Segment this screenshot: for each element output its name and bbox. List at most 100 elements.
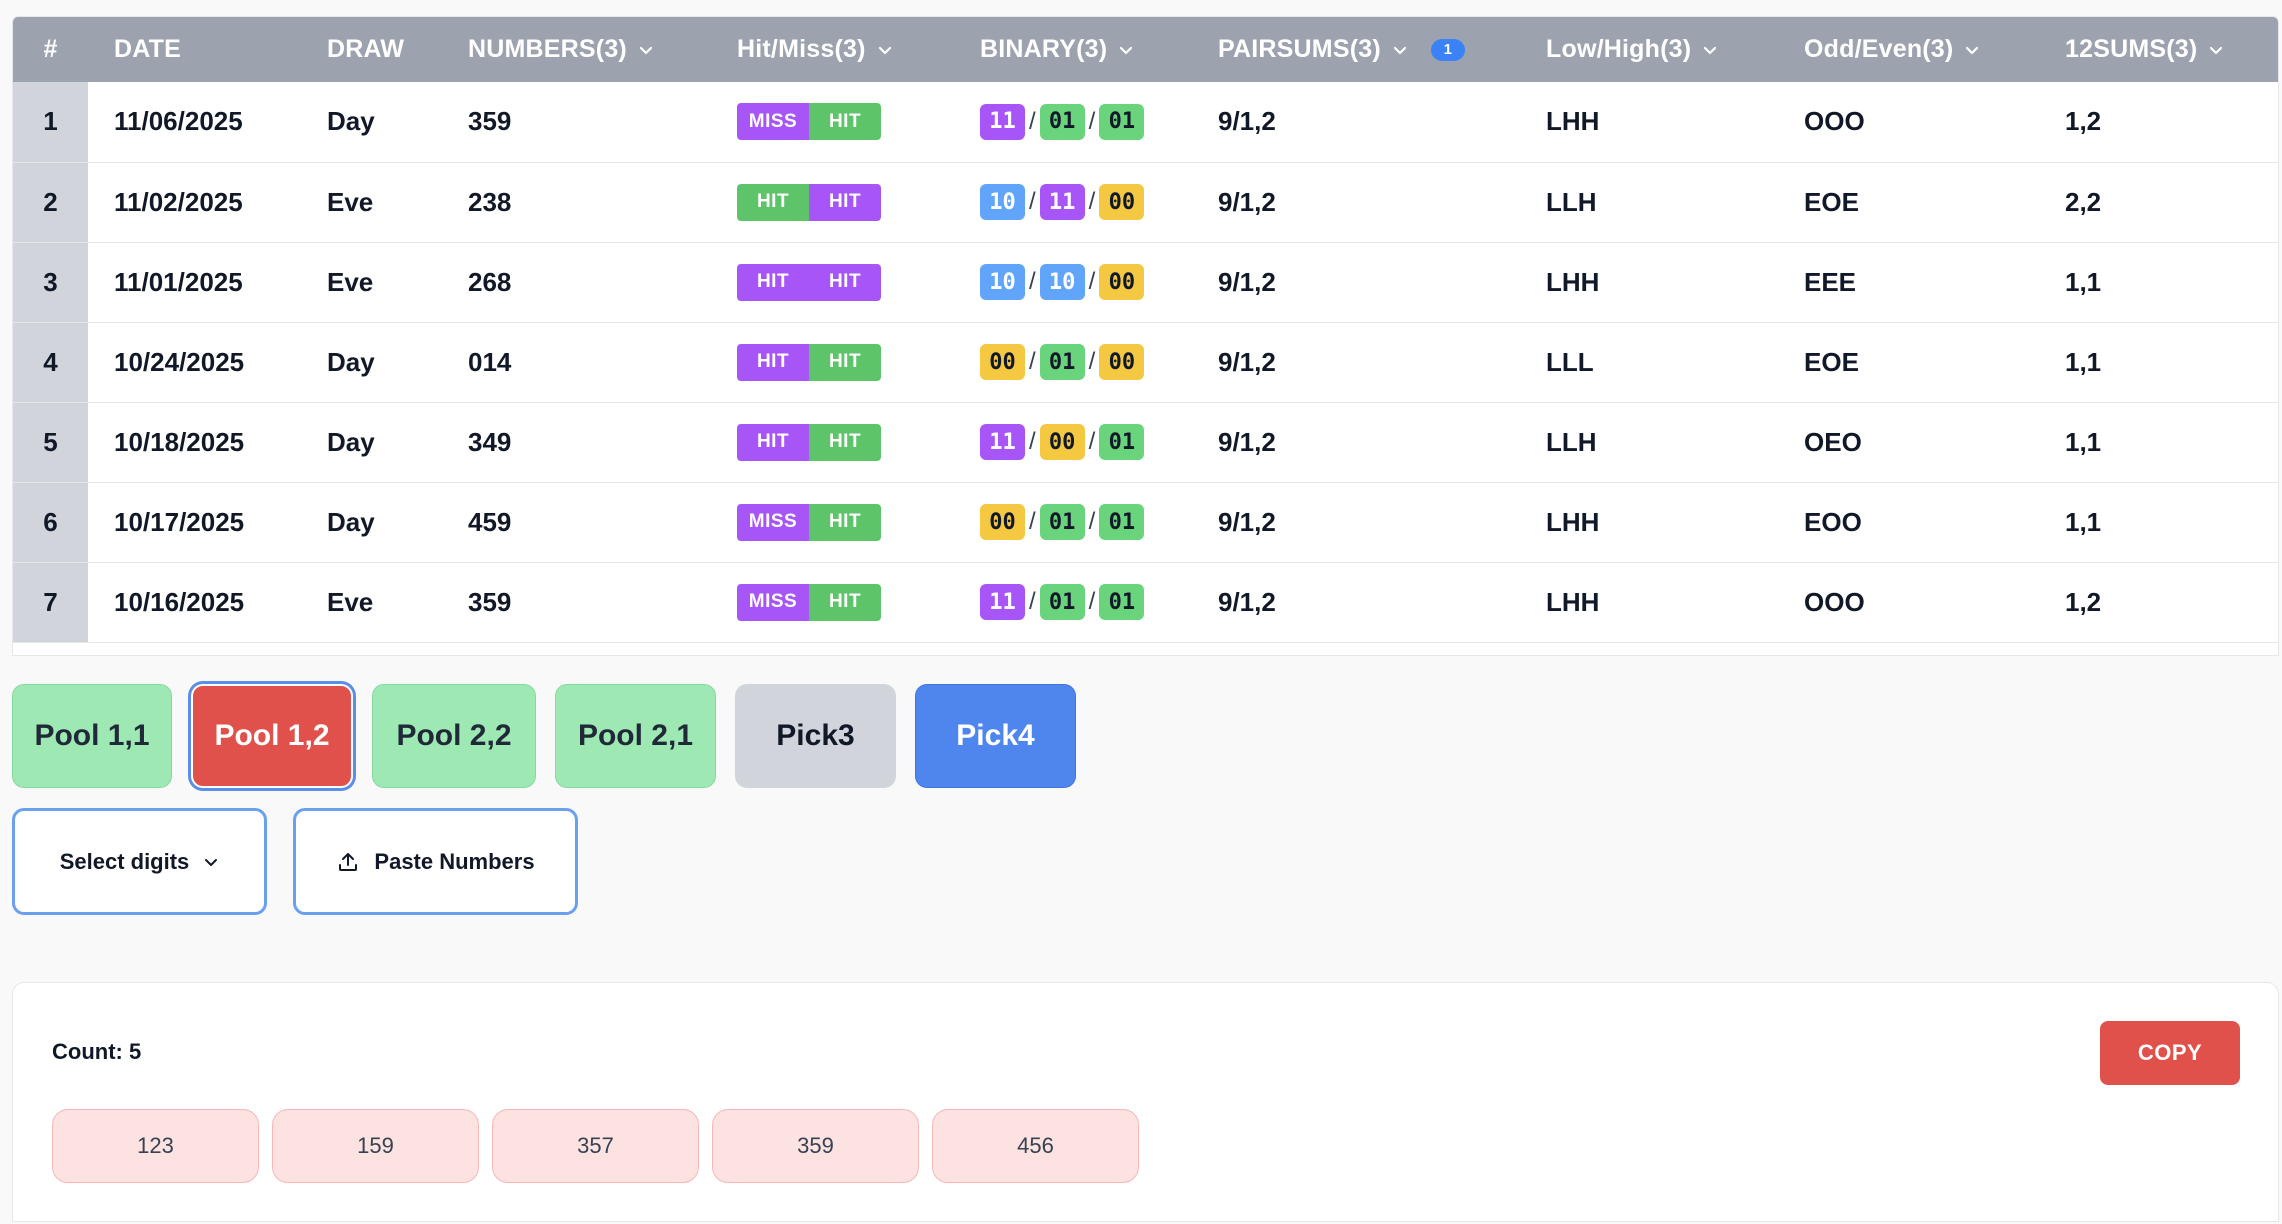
row-index: 1 <box>13 82 88 162</box>
header-binary[interactable]: BINARY(3) <box>954 17 1192 82</box>
table-body: 1 11/06/2025 Day 359 MISS HIT 11/01/01 9/1,2 LHH… <box>13 82 2278 642</box>
pool-1-1-button[interactable]: Pool 1,1 <box>12 684 172 788</box>
select-digits-dropdown[interactable]: Select digits <box>12 808 267 915</box>
binary-separator: / <box>1088 188 1096 215</box>
chevron-down-icon[interactable] <box>1393 43 1407 57</box>
copy-button[interactable]: COPY <box>2100 1021 2240 1085</box>
row-pairsums: 9/1,2 <box>1218 586 1276 617</box>
header-12sums[interactable]: 12SUMS(3) <box>2039 17 2278 82</box>
header-oddeven[interactable]: Odd/Even(3) <box>1778 17 2039 82</box>
header-pairsums[interactable]: PAIRSUMS(3) 1 <box>1192 17 1520 82</box>
hitmiss-pill: HIT HIT <box>737 183 881 221</box>
binary-chip: 11 <box>980 103 1025 140</box>
hitmiss-pill: MISS HIT <box>737 103 881 141</box>
hitmiss-left: MISS <box>737 503 809 541</box>
hitmiss-pill: MISS HIT <box>737 503 881 541</box>
row-draw: Eve <box>327 266 374 297</box>
binary-chip: 00 <box>1099 344 1145 380</box>
binary-chip: 01 <box>1099 504 1145 540</box>
header-hitmiss[interactable]: Hit/Miss(3) <box>711 17 954 82</box>
header-index: # <box>43 35 58 63</box>
header-draw: DRAW <box>327 35 405 63</box>
row-12sums: 1,1 <box>2065 346 2102 377</box>
binary-group: 11/01/01 <box>980 103 1145 140</box>
row-lowhigh: LLH <box>1546 426 1597 457</box>
chevron-down-icon[interactable] <box>2209 43 2223 57</box>
binary-chip: 00 <box>980 504 1025 540</box>
hitmiss-left: HIT <box>737 183 809 221</box>
row-binary: 00/01/01 <box>954 482 1192 562</box>
hitmiss-right: HIT <box>809 343 881 381</box>
chevron-down-icon[interactable] <box>1965 43 1979 57</box>
pool-1-2-button[interactable]: Pool 1,2 <box>191 684 353 788</box>
header-numbers-label: NUMBERS(3) <box>468 35 627 63</box>
row-lowhigh: LLH <box>1546 186 1597 217</box>
row-date: 11/06/2025 <box>114 106 243 137</box>
row-12sums: 1,1 <box>2065 266 2102 297</box>
filter-count-badge: 1 <box>1430 38 1465 61</box>
binary-chip: 01 <box>1039 344 1085 380</box>
row-oddeven: EOE <box>1804 346 1859 377</box>
row-lowhigh: LLL <box>1546 346 1594 377</box>
row-index: 2 <box>13 162 88 242</box>
hitmiss-pill: HIT HIT <box>737 343 881 381</box>
row-oddeven: EOE <box>1804 186 1859 217</box>
row-hitmiss: HIT HIT <box>711 162 954 242</box>
hitmiss-left: MISS <box>737 583 809 621</box>
row-12sums: 1,2 <box>2065 586 2102 617</box>
row-binary: 11/01/01 <box>954 562 1192 642</box>
result-number-pill[interactable]: 159 <box>272 1109 479 1183</box>
header-hitmiss-label: Hit/Miss(3) <box>737 35 866 63</box>
pool-2-2-button[interactable]: Pool 2,2 <box>372 684 536 788</box>
row-oddeven: OOO <box>1804 586 1865 617</box>
row-lowhigh: LHH <box>1546 506 1600 537</box>
row-12sums: 2,2 <box>2065 186 2102 217</box>
hitmiss-right: HIT <box>809 103 881 141</box>
hitmiss-right: HIT <box>809 183 881 221</box>
header-binary-label: BINARY(3) <box>980 35 1108 63</box>
header-lowhigh[interactable]: Low/High(3) <box>1520 17 1778 82</box>
table-row: 4 10/24/2025 Day 014 HIT HIT 00/01/00 9/1,2 LLL E… <box>13 322 2278 402</box>
header-numbers[interactable]: NUMBERS(3) <box>442 17 711 82</box>
chevron-down-icon[interactable] <box>1119 43 1133 57</box>
result-count: Count: 5 <box>52 1039 142 1064</box>
table-row: 5 10/18/2025 Day 349 HIT HIT 11/00/01 9/1,2 LLH O… <box>13 402 2278 482</box>
binary-group: 00/01/00 <box>980 344 1145 380</box>
hitmiss-left: MISS <box>737 103 809 141</box>
table-row: 6 10/17/2025 Day 459 MISS HIT 00/01/01 9/1,2 LHH… <box>13 482 2278 562</box>
paste-numbers-label: Paste Numbers <box>374 848 535 874</box>
pool-2-1-button[interactable]: Pool 2,1 <box>555 684 716 788</box>
table-row: 3 11/01/2025 Eve 268 HIT HIT 10/10/00 9/1,2 LHH E… <box>13 242 2278 322</box>
result-number-pill[interactable]: 359 <box>712 1109 919 1183</box>
row-draw: Day <box>327 106 375 137</box>
binary-chip: 11 <box>1039 184 1085 220</box>
hitmiss-right: HIT <box>809 503 881 541</box>
chevron-down-icon[interactable] <box>878 43 892 57</box>
binary-chip: 01 <box>1099 424 1145 460</box>
row-index: 4 <box>13 322 88 402</box>
chevron-down-icon[interactable] <box>1703 43 1717 57</box>
pick4-button[interactable]: Pick4 <box>915 684 1076 788</box>
result-number-pill[interactable]: 357 <box>492 1109 699 1183</box>
chevron-down-icon[interactable] <box>639 43 653 57</box>
binary-chip: 10 <box>980 184 1025 220</box>
binary-separator: / <box>1088 588 1096 615</box>
row-draw: Eve <box>327 186 374 217</box>
pick3-button[interactable]: Pick3 <box>735 684 896 788</box>
hitmiss-left: HIT <box>737 343 809 381</box>
result-number-pill[interactable]: 123 <box>52 1109 259 1183</box>
row-draw: Day <box>327 346 375 377</box>
row-draw: Day <box>327 426 375 457</box>
row-numbers: 238 <box>468 186 512 217</box>
table-header-row: # DATE DRAW NUMBERS(3) Hit/Miss(3) BINAR… <box>13 17 2278 82</box>
results-panel: Count: 5 COPY 123 159 357 359 456 <box>12 982 2279 1222</box>
row-hitmiss: HIT HIT <box>711 322 954 402</box>
row-numbers: 014 <box>468 346 512 377</box>
result-number-pill[interactable]: 456 <box>932 1109 1139 1183</box>
binary-separator: / <box>1029 188 1036 215</box>
upload-icon <box>336 850 360 874</box>
table-row: 7 10/16/2025 Eve 359 MISS HIT 11/01/01 9/1,2 LHH… <box>13 562 2278 642</box>
paste-numbers-button[interactable]: Paste Numbers <box>293 808 578 915</box>
results-table: # DATE DRAW NUMBERS(3) Hit/Miss(3) BINAR… <box>13 17 2278 643</box>
binary-chip: 00 <box>1099 264 1145 300</box>
